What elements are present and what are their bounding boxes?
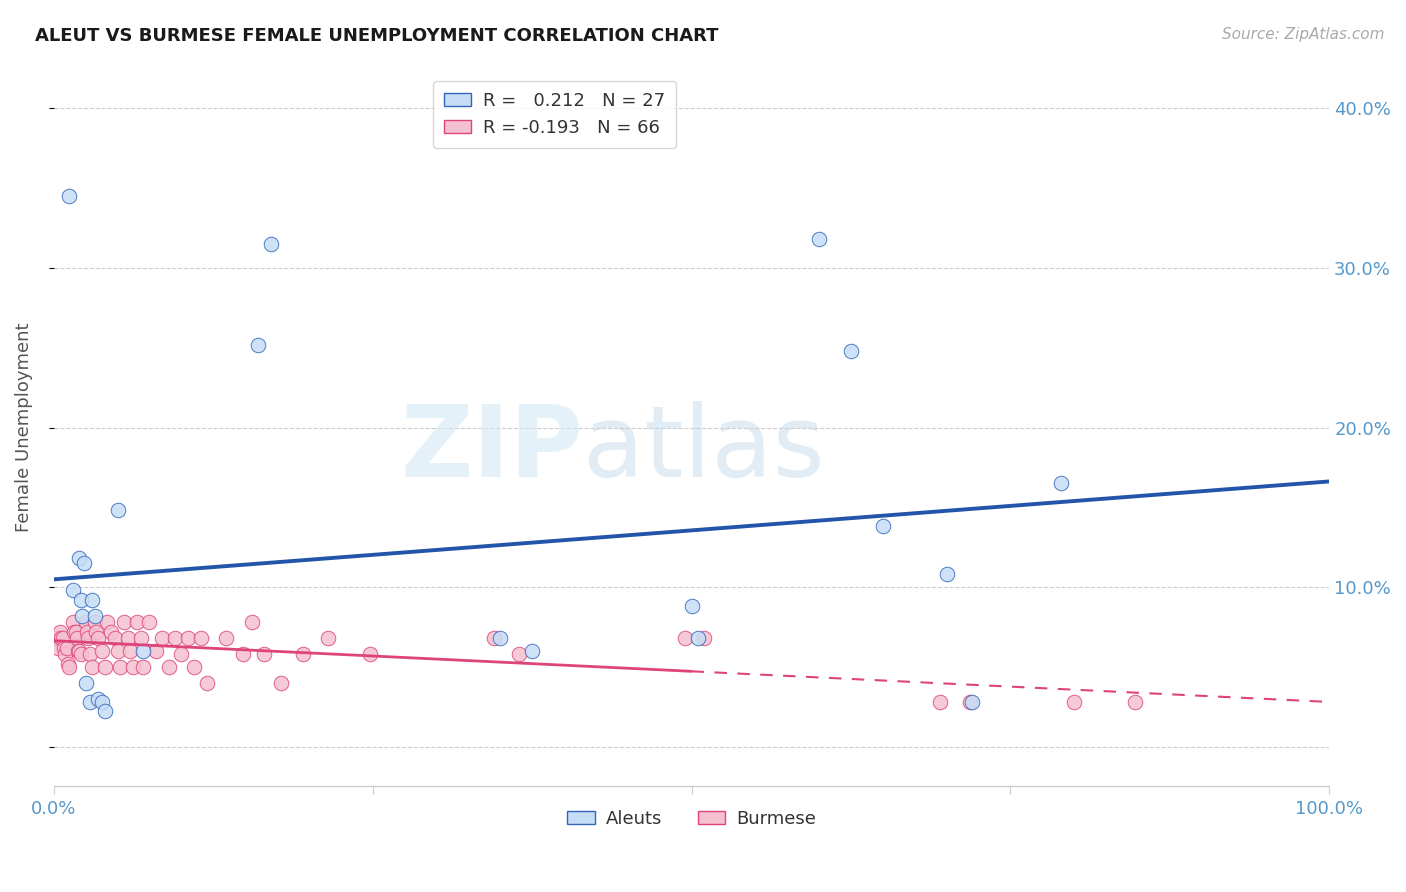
- Point: [122, 660, 145, 674]
- Point: [291, 647, 314, 661]
- Point: [808, 232, 831, 246]
- Point: [107, 503, 129, 517]
- Point: [190, 631, 212, 645]
- Point: [58, 189, 80, 203]
- Point: [112, 615, 135, 629]
- Point: [67, 551, 90, 566]
- Legend: Aleuts, Burmese: Aleuts, Burmese: [560, 803, 823, 835]
- Point: [65, 624, 87, 639]
- Point: [75, 615, 97, 629]
- Point: [839, 343, 862, 358]
- Point: [359, 647, 381, 661]
- Point: [94, 705, 117, 719]
- Point: [138, 615, 160, 629]
- Point: [316, 631, 339, 645]
- Point: [82, 592, 104, 607]
- Point: [132, 660, 155, 674]
- Point: [46, 640, 69, 655]
- Point: [79, 695, 101, 709]
- Point: [73, 556, 96, 570]
- Point: [83, 615, 105, 629]
- Point: [681, 599, 703, 614]
- Point: [520, 644, 543, 658]
- Point: [959, 695, 981, 709]
- Y-axis label: Female Unemployment: Female Unemployment: [15, 323, 32, 533]
- Point: [83, 608, 105, 623]
- Point: [53, 640, 76, 655]
- Point: [183, 660, 205, 674]
- Point: [150, 631, 173, 645]
- Point: [673, 631, 696, 645]
- Point: [55, 640, 77, 655]
- Point: [960, 695, 983, 709]
- Point: [240, 615, 263, 629]
- Point: [482, 631, 505, 645]
- Point: [125, 615, 148, 629]
- Point: [935, 567, 957, 582]
- Point: [56, 657, 79, 671]
- Point: [104, 631, 127, 645]
- Point: [100, 624, 122, 639]
- Point: [246, 337, 269, 351]
- Point: [45, 631, 67, 645]
- Point: [91, 644, 114, 658]
- Text: ALEUT VS BURMESE FEMALE UNEMPLOYMENT CORRELATION CHART: ALEUT VS BURMESE FEMALE UNEMPLOYMENT COR…: [35, 27, 718, 45]
- Point: [87, 691, 110, 706]
- Point: [1050, 476, 1073, 491]
- Point: [157, 660, 180, 674]
- Text: atlas: atlas: [583, 401, 825, 498]
- Point: [260, 237, 283, 252]
- Point: [107, 644, 129, 658]
- Point: [686, 631, 709, 645]
- Point: [53, 647, 76, 661]
- Point: [49, 624, 72, 639]
- Point: [69, 647, 91, 661]
- Point: [51, 631, 73, 645]
- Point: [94, 660, 117, 674]
- Point: [929, 695, 952, 709]
- Point: [1063, 695, 1085, 709]
- Point: [67, 644, 90, 658]
- Point: [163, 631, 186, 645]
- Point: [66, 631, 89, 645]
- Point: [170, 647, 193, 661]
- Point: [693, 631, 716, 645]
- Point: [270, 675, 292, 690]
- Point: [91, 695, 114, 709]
- Point: [232, 647, 254, 661]
- Point: [75, 675, 97, 690]
- Text: ZIP: ZIP: [401, 401, 583, 498]
- Point: [108, 660, 131, 674]
- Point: [82, 660, 104, 674]
- Point: [253, 647, 276, 661]
- Point: [63, 624, 86, 639]
- Point: [872, 519, 894, 533]
- Point: [52, 631, 75, 645]
- Point: [69, 592, 91, 607]
- Point: [215, 631, 238, 645]
- Point: [62, 615, 84, 629]
- Point: [1125, 695, 1147, 709]
- Point: [508, 647, 530, 661]
- Point: [77, 631, 100, 645]
- Point: [120, 644, 142, 658]
- Point: [62, 583, 84, 598]
- Point: [79, 647, 101, 661]
- Point: [117, 631, 139, 645]
- Point: [58, 660, 80, 674]
- Point: [145, 644, 167, 658]
- Point: [87, 631, 110, 645]
- Point: [177, 631, 200, 645]
- Point: [44, 631, 66, 645]
- Point: [129, 631, 152, 645]
- Point: [96, 615, 118, 629]
- Text: Source: ZipAtlas.com: Source: ZipAtlas.com: [1222, 27, 1385, 42]
- Point: [84, 624, 107, 639]
- Point: [132, 644, 155, 658]
- Point: [489, 631, 512, 645]
- Point: [70, 608, 93, 623]
- Point: [67, 644, 90, 658]
- Point: [195, 675, 218, 690]
- Point: [76, 624, 98, 639]
